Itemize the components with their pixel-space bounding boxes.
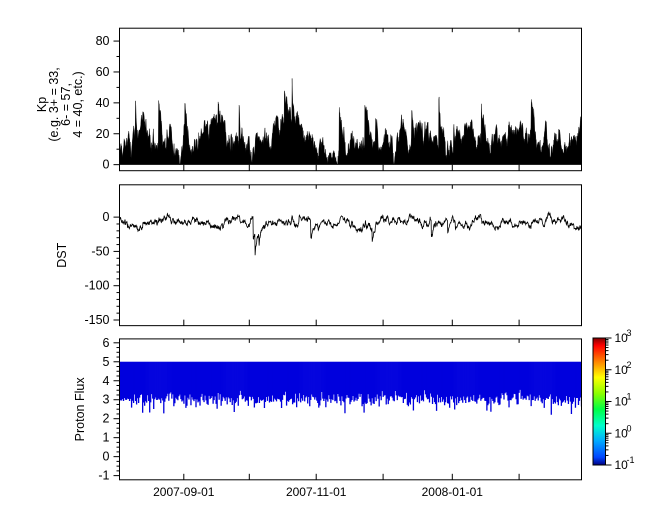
svg-text:2: 2: [627, 360, 632, 370]
svg-text:2007-09-01: 2007-09-01: [153, 485, 215, 499]
svg-text:40: 40: [96, 96, 110, 110]
svg-text:DST: DST: [55, 242, 69, 267]
svg-text:6: 6: [103, 336, 110, 350]
svg-text:4 = 40, etc.): 4 = 40, etc.): [71, 71, 85, 137]
svg-text:0: 0: [103, 450, 110, 464]
svg-text:0: 0: [627, 423, 632, 433]
svg-text:0: 0: [103, 158, 110, 172]
svg-text:5: 5: [103, 355, 110, 369]
svg-text:0: 0: [103, 210, 110, 224]
svg-text:2007-11-01: 2007-11-01: [286, 485, 347, 499]
svg-text:4: 4: [103, 374, 110, 388]
svg-text:3: 3: [627, 328, 632, 338]
svg-text:60: 60: [96, 65, 110, 79]
svg-text:-1: -1: [627, 455, 635, 465]
svg-text:-50: -50: [91, 244, 109, 258]
svg-text:-1: -1: [98, 469, 109, 483]
svg-text:1: 1: [103, 431, 110, 445]
svg-text:1: 1: [627, 392, 632, 402]
svg-text:-150: -150: [84, 313, 109, 327]
svg-text:80: 80: [96, 34, 110, 48]
svg-text:2: 2: [103, 412, 110, 426]
svg-text:2008-01-01: 2008-01-01: [422, 485, 484, 499]
svg-text:20: 20: [96, 127, 110, 141]
svg-text:Proton Flux: Proton Flux: [73, 377, 87, 442]
svg-text:-100: -100: [84, 279, 109, 293]
svg-text:3: 3: [103, 393, 110, 407]
